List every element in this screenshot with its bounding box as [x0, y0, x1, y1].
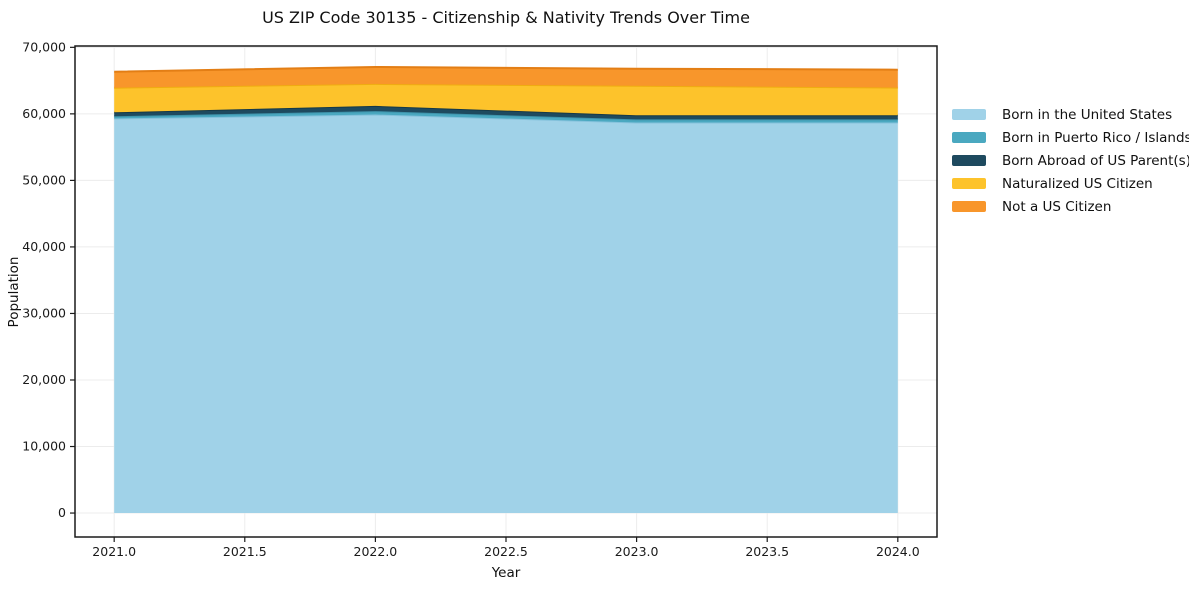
y-tick-label: 60,000: [22, 106, 66, 121]
x-axis-label: Year: [491, 565, 521, 581]
legend-label: Born Abroad of US Parent(s): [1002, 152, 1189, 169]
legend-swatch-4: [952, 201, 986, 212]
legend: Born in the United States Born in Puerto …: [952, 103, 1189, 218]
x-tick-label: 2022.0: [354, 544, 398, 559]
legend-row: Born in the United States: [952, 103, 1189, 126]
legend-row: Not a US Citizen: [952, 195, 1189, 218]
legend-label: Born in Puerto Rico / Islands: [1002, 129, 1189, 146]
area-series-4-edge: [114, 66, 898, 73]
legend-row: Born in Puerto Rico / Islands: [952, 126, 1189, 149]
legend-swatch-3: [952, 178, 986, 189]
y-axis-label: Population: [6, 256, 22, 328]
legend-swatch-1: [952, 132, 986, 143]
y-tick-label: 50,000: [22, 172, 66, 187]
area-series-3-edge: [114, 82, 898, 89]
chart-title: US ZIP Code 30135 - Citizenship & Nativi…: [262, 8, 750, 27]
x-tick-label: 2024.0: [876, 544, 920, 559]
legend-label: Naturalized US Citizen: [1002, 175, 1153, 192]
y-tick-label: 40,000: [22, 239, 66, 254]
x-tick-label: 2022.5: [484, 544, 528, 559]
area-series-4: [114, 67, 898, 88]
y-tick-label: 20,000: [22, 372, 66, 387]
y-tick-label: 0: [58, 505, 66, 520]
x-tick-label: 2023.0: [615, 544, 659, 559]
legend-row: Born Abroad of US Parent(s): [952, 149, 1189, 172]
area-series-0: [114, 114, 898, 513]
legend-label: Not a US Citizen: [1002, 198, 1112, 215]
area-series-3: [114, 83, 898, 116]
legend-row: Naturalized US Citizen: [952, 172, 1189, 195]
x-tick-label: 2021.0: [92, 544, 136, 559]
x-tick-label: 2023.5: [745, 544, 789, 559]
x-tick-label: 2021.5: [223, 544, 267, 559]
y-tick-label: 30,000: [22, 305, 66, 320]
y-tick-label: 70,000: [22, 39, 66, 54]
y-tick-label: 10,000: [22, 439, 66, 454]
legend-swatch-2: [952, 155, 986, 166]
legend-label: Born in the United States: [1002, 106, 1173, 123]
legend-swatch-0: [952, 109, 986, 120]
